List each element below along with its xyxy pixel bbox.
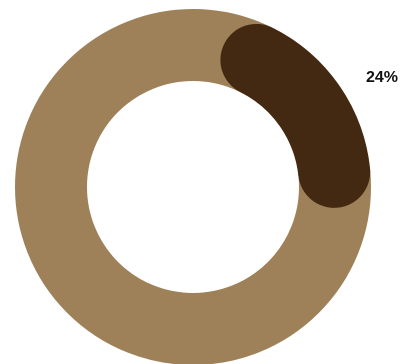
slice-percent-label: 24% — [366, 69, 398, 86]
donut-slice-highlight — [220, 23, 371, 208]
